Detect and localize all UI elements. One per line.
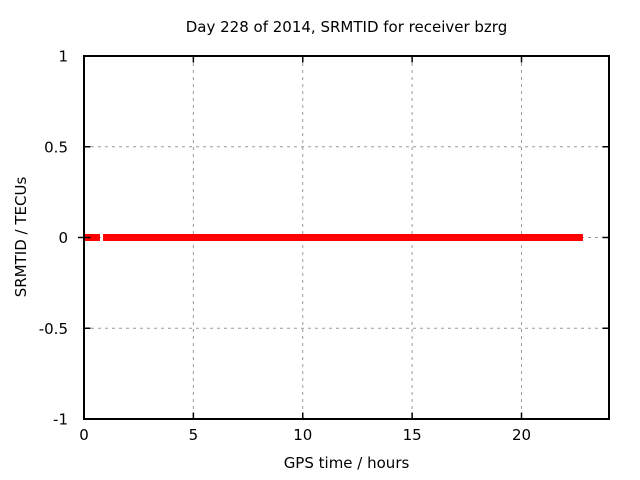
x-tick-label: 0	[79, 426, 89, 444]
chart-title: Day 228 of 2014, SRMTID for receiver bzr…	[185, 18, 508, 36]
y-axis-label: SRMTID / TECUs	[12, 176, 30, 298]
x-tick-label: 5	[189, 426, 199, 444]
x-tick-label: 20	[512, 426, 531, 444]
x-tick-label: 15	[403, 426, 422, 444]
y-tick-label: -1	[53, 411, 68, 429]
y-tick-label: -0.5	[39, 320, 68, 338]
y-tick-label: 0	[58, 229, 68, 247]
y-tick-label: 0.5	[44, 138, 68, 156]
x-tick-label: 10	[293, 426, 312, 444]
x-axis-label: GPS time / hours	[283, 454, 410, 472]
y-tick-label: 1	[58, 48, 68, 66]
